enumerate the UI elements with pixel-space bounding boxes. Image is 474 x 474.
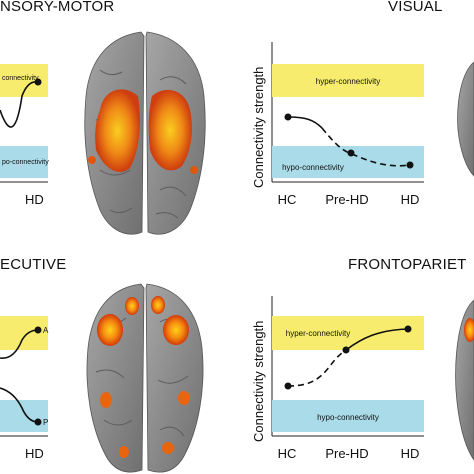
trajectory-dashed bbox=[287, 349, 347, 387]
hyper-connectivity-band bbox=[272, 316, 424, 350]
brain-sensory-motor bbox=[84, 31, 206, 235]
data-point-hc bbox=[284, 113, 292, 121]
hyper-connectivity-label: hyper-connectivity bbox=[316, 77, 380, 86]
activation-spot bbox=[162, 442, 174, 454]
x-tick-hc: HC bbox=[278, 192, 297, 207]
panel-title-sensory-motor: NSORY-MOTOR bbox=[0, 0, 115, 15]
panel-title-visual: VISUAL bbox=[388, 0, 443, 15]
activation-spot bbox=[100, 392, 112, 408]
data-point-hd bbox=[406, 161, 414, 169]
data-point-hc bbox=[284, 382, 292, 390]
activation-spot bbox=[464, 318, 474, 342]
marker-a: A bbox=[43, 326, 49, 335]
activation-spot bbox=[119, 446, 129, 458]
hypo-connectivity-label: hypo-connectivity bbox=[317, 413, 379, 422]
panel-sensory-motor: connectivity po-connectivity HD bbox=[0, 64, 49, 207]
activation-right bbox=[148, 89, 192, 171]
trajectory-anterior bbox=[0, 329, 39, 359]
hypo-connectivity-band bbox=[272, 400, 424, 432]
hyper-connectivity-label: hyper-connectivity bbox=[286, 329, 350, 338]
activation-spot bbox=[125, 297, 139, 315]
x-tick-hd: HD bbox=[25, 192, 44, 207]
trajectory-solid bbox=[345, 328, 409, 351]
hyper-connectivity-label: connectivity bbox=[2, 75, 39, 82]
x-tick-hd: HD bbox=[25, 446, 44, 461]
hypo-connectivity-label: po-connectivity bbox=[2, 159, 49, 166]
y-axis-label: Connectivity strength bbox=[251, 321, 266, 442]
data-point-pre-hd bbox=[347, 149, 355, 157]
hyper-connectivity-band bbox=[272, 64, 424, 97]
x-tick-hd: HD bbox=[401, 192, 420, 207]
brain-executive bbox=[86, 283, 204, 473]
data-point-hd-posterior bbox=[34, 418, 42, 426]
marker-p: P bbox=[43, 418, 48, 427]
activation-spot bbox=[178, 391, 190, 405]
panel-visual: Connectivity strength hyper-connectivity… bbox=[251, 42, 424, 207]
hypo-connectivity-label: hypo-connectivity bbox=[282, 163, 344, 172]
panel-title-frontoparietal: FRONTOPARIET bbox=[348, 256, 467, 273]
x-tick-hc: HC bbox=[278, 446, 297, 461]
activation-spot bbox=[190, 166, 198, 174]
y-axis-label: Connectivity strength bbox=[251, 67, 266, 188]
panel-frontoparietal: Connectivity strength hyper-connectivity… bbox=[251, 296, 424, 461]
x-tick-hd: HD bbox=[401, 446, 420, 461]
hyper-connectivity-band bbox=[0, 316, 48, 350]
data-point-hd-anterior bbox=[34, 326, 42, 334]
data-point-hd bbox=[404, 325, 412, 333]
data-point-hd bbox=[34, 78, 42, 86]
panel-title-executive: ECUTIVE bbox=[0, 256, 67, 273]
hypo-connectivity-band bbox=[0, 146, 48, 178]
activation-spot bbox=[88, 156, 96, 164]
activation-spot bbox=[163, 315, 189, 345]
hypo-connectivity-band bbox=[0, 400, 48, 432]
trajectory-solid bbox=[287, 116, 323, 129]
trajectory-posterior bbox=[0, 387, 39, 423]
activation-left bbox=[95, 89, 140, 172]
brain-visual-edge bbox=[457, 61, 474, 177]
activation-spot bbox=[151, 296, 165, 314]
hypo-connectivity-band bbox=[272, 146, 424, 178]
activation-spot bbox=[97, 314, 123, 346]
data-point-pre-hd bbox=[342, 346, 350, 354]
trajectory-line bbox=[0, 80, 39, 128]
panel-executive: A P HD bbox=[0, 316, 49, 461]
x-tick-pre-hd: Pre-HD bbox=[325, 192, 368, 207]
x-tick-pre-hd: Pre-HD bbox=[325, 446, 368, 461]
